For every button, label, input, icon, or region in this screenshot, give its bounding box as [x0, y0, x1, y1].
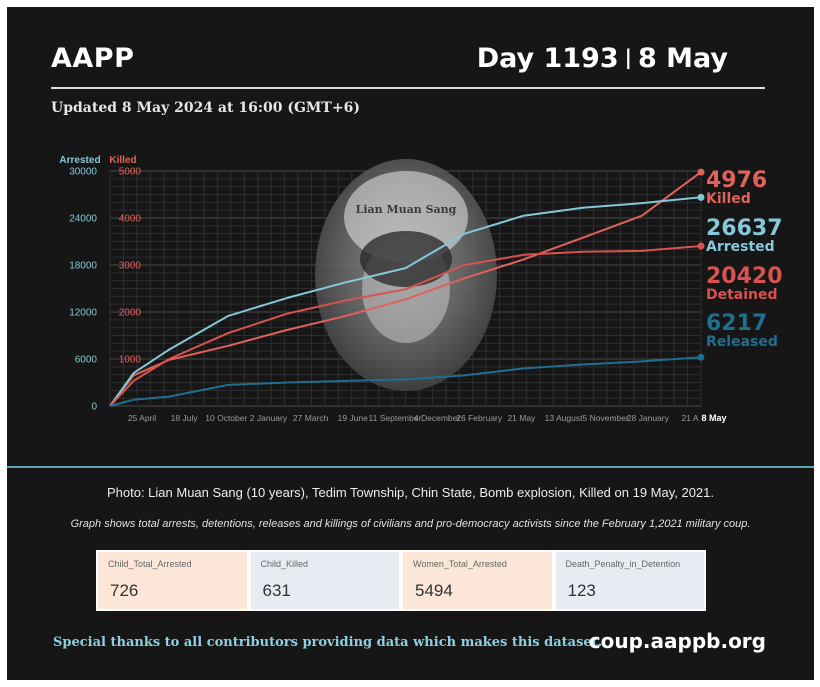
killed-tick-label: 4000 — [119, 214, 142, 225]
right-axis-title: Killed — [109, 155, 136, 166]
stat-value: 5494 — [415, 581, 453, 600]
killed-tick-label: 1000 — [119, 355, 142, 366]
x-tick-label: 19 June — [338, 413, 369, 423]
arrested-tick-label: 12000 — [69, 308, 97, 319]
arrested-tick-label: 0 — [91, 402, 97, 413]
stat-label: Child_Total_Arrested — [108, 559, 192, 569]
x-tick-label: 18 July — [171, 413, 199, 423]
end-name-killed: Killed — [706, 191, 751, 207]
killed-tick-label: 2000 — [119, 308, 142, 319]
series-endpoint-detained — [697, 242, 705, 250]
stat-value: 123 — [567, 581, 596, 600]
end-name-detained: Detained — [706, 287, 778, 303]
stat-cards: Child_Total_Arrested 726 Child_Killed 63… — [96, 550, 706, 611]
graph-note: Graph shows total arrests, detentions, r… — [70, 518, 751, 530]
end-name-arrested: Arrested — [706, 239, 775, 255]
x-tick-label: 8 May — [701, 413, 726, 423]
stat-label: Women_Total_Arrested — [413, 559, 507, 569]
x-tick-label: 21 May — [507, 413, 536, 423]
series-line-arrested — [109, 196, 702, 407]
end-value-detained: 20420 — [706, 264, 783, 289]
end-value-arrested: 26637 — [706, 216, 783, 241]
end-value-killed: 4976 — [706, 168, 767, 193]
left-axis-title: Arrested — [59, 155, 100, 166]
arrested-tick-label: 30000 — [69, 167, 97, 178]
killed-tick-label: 5000 — [119, 167, 142, 178]
victim-photo: Lian Muan Sang — [315, 159, 497, 391]
day-separator: | — [624, 45, 632, 69]
casualty-chart: Lian Muan Sang 30000 24000 18000 12000 6000 0… — [59, 155, 783, 423]
series-line-detained — [109, 245, 702, 407]
x-tick-label: 26 February — [456, 413, 503, 423]
stat-card-child-killed: Child_Killed 631 — [250, 552, 399, 609]
series-endpoint-released — [697, 353, 705, 361]
stat-card-child-arrested: Child_Total_Arrested 726 — [98, 552, 247, 609]
updated-timestamp: Updated 8 May 2024 at 16:00 (GMT+6) — [51, 100, 360, 116]
series-line-released — [109, 356, 702, 407]
footer-url[interactable]: coup.aappb.org — [588, 629, 766, 653]
photo-hair — [360, 231, 452, 287]
footer-thanks: Special thanks to all contributors provi… — [53, 635, 603, 650]
arrested-tick-label: 18000 — [69, 261, 97, 272]
end-value-released: 6217 — [706, 311, 767, 336]
x-tick-label: 13 August — [545, 413, 583, 423]
stat-card-women-arrested: Women_Total_Arrested 5494 — [403, 552, 552, 609]
killed-tick-label: 3000 — [119, 261, 142, 272]
photo-inscription: Lian Muan Sang — [356, 203, 457, 216]
arrested-tick-label: 6000 — [75, 355, 98, 366]
stat-card-death-penalty: Death_Penalty_in_Detention 123 — [555, 552, 704, 609]
header-rule — [51, 87, 765, 89]
arrested-tick-label: 24000 — [69, 214, 97, 225]
x-tick-label: 4 December — [414, 413, 460, 423]
infographic: AAPP Day 1193 | 8 May Updated 8 May 2024 a… — [7, 7, 814, 680]
killed-axis: 5000 4000 3000 2000 1000 — [119, 167, 142, 366]
org-title: AAPP — [51, 43, 135, 74]
day-counter: Day 1193 | 8 May — [477, 43, 728, 74]
stat-label: Child_Killed — [260, 559, 309, 569]
series-endpoint-arrested — [697, 193, 705, 201]
end-name-released: Released — [706, 334, 778, 350]
day-date: 8 May — [637, 43, 728, 74]
x-tick-label: 11 September — [369, 413, 422, 423]
stat-value: 726 — [110, 581, 139, 600]
stat-label: Death_Penalty_in_Detention — [565, 559, 681, 569]
series-endpoint-killed — [697, 168, 705, 176]
section-divider — [7, 466, 814, 468]
day-number: Day 1193 — [476, 43, 619, 74]
x-tick-label: 28 January — [627, 413, 670, 423]
x-tick-label: 25 April — [128, 413, 156, 423]
photo-caption: Photo: Lian Muan Sang (10 years), Tedim … — [106, 485, 715, 500]
x-tick-label: 21 A — [681, 413, 698, 423]
x-axis: 25 April 18 July 10 October 2 January 27 Mar… — [128, 413, 727, 423]
arrested-axis: 30000 24000 18000 12000 6000 0 — [69, 167, 97, 413]
x-tick-label: 10 October — [205, 413, 247, 423]
x-tick-label: 2 January — [250, 413, 288, 423]
stat-value: 631 — [262, 581, 291, 600]
x-tick-label: 27 March — [293, 413, 329, 423]
x-tick-label: 5 November — [583, 413, 629, 423]
series-lines — [109, 168, 705, 407]
